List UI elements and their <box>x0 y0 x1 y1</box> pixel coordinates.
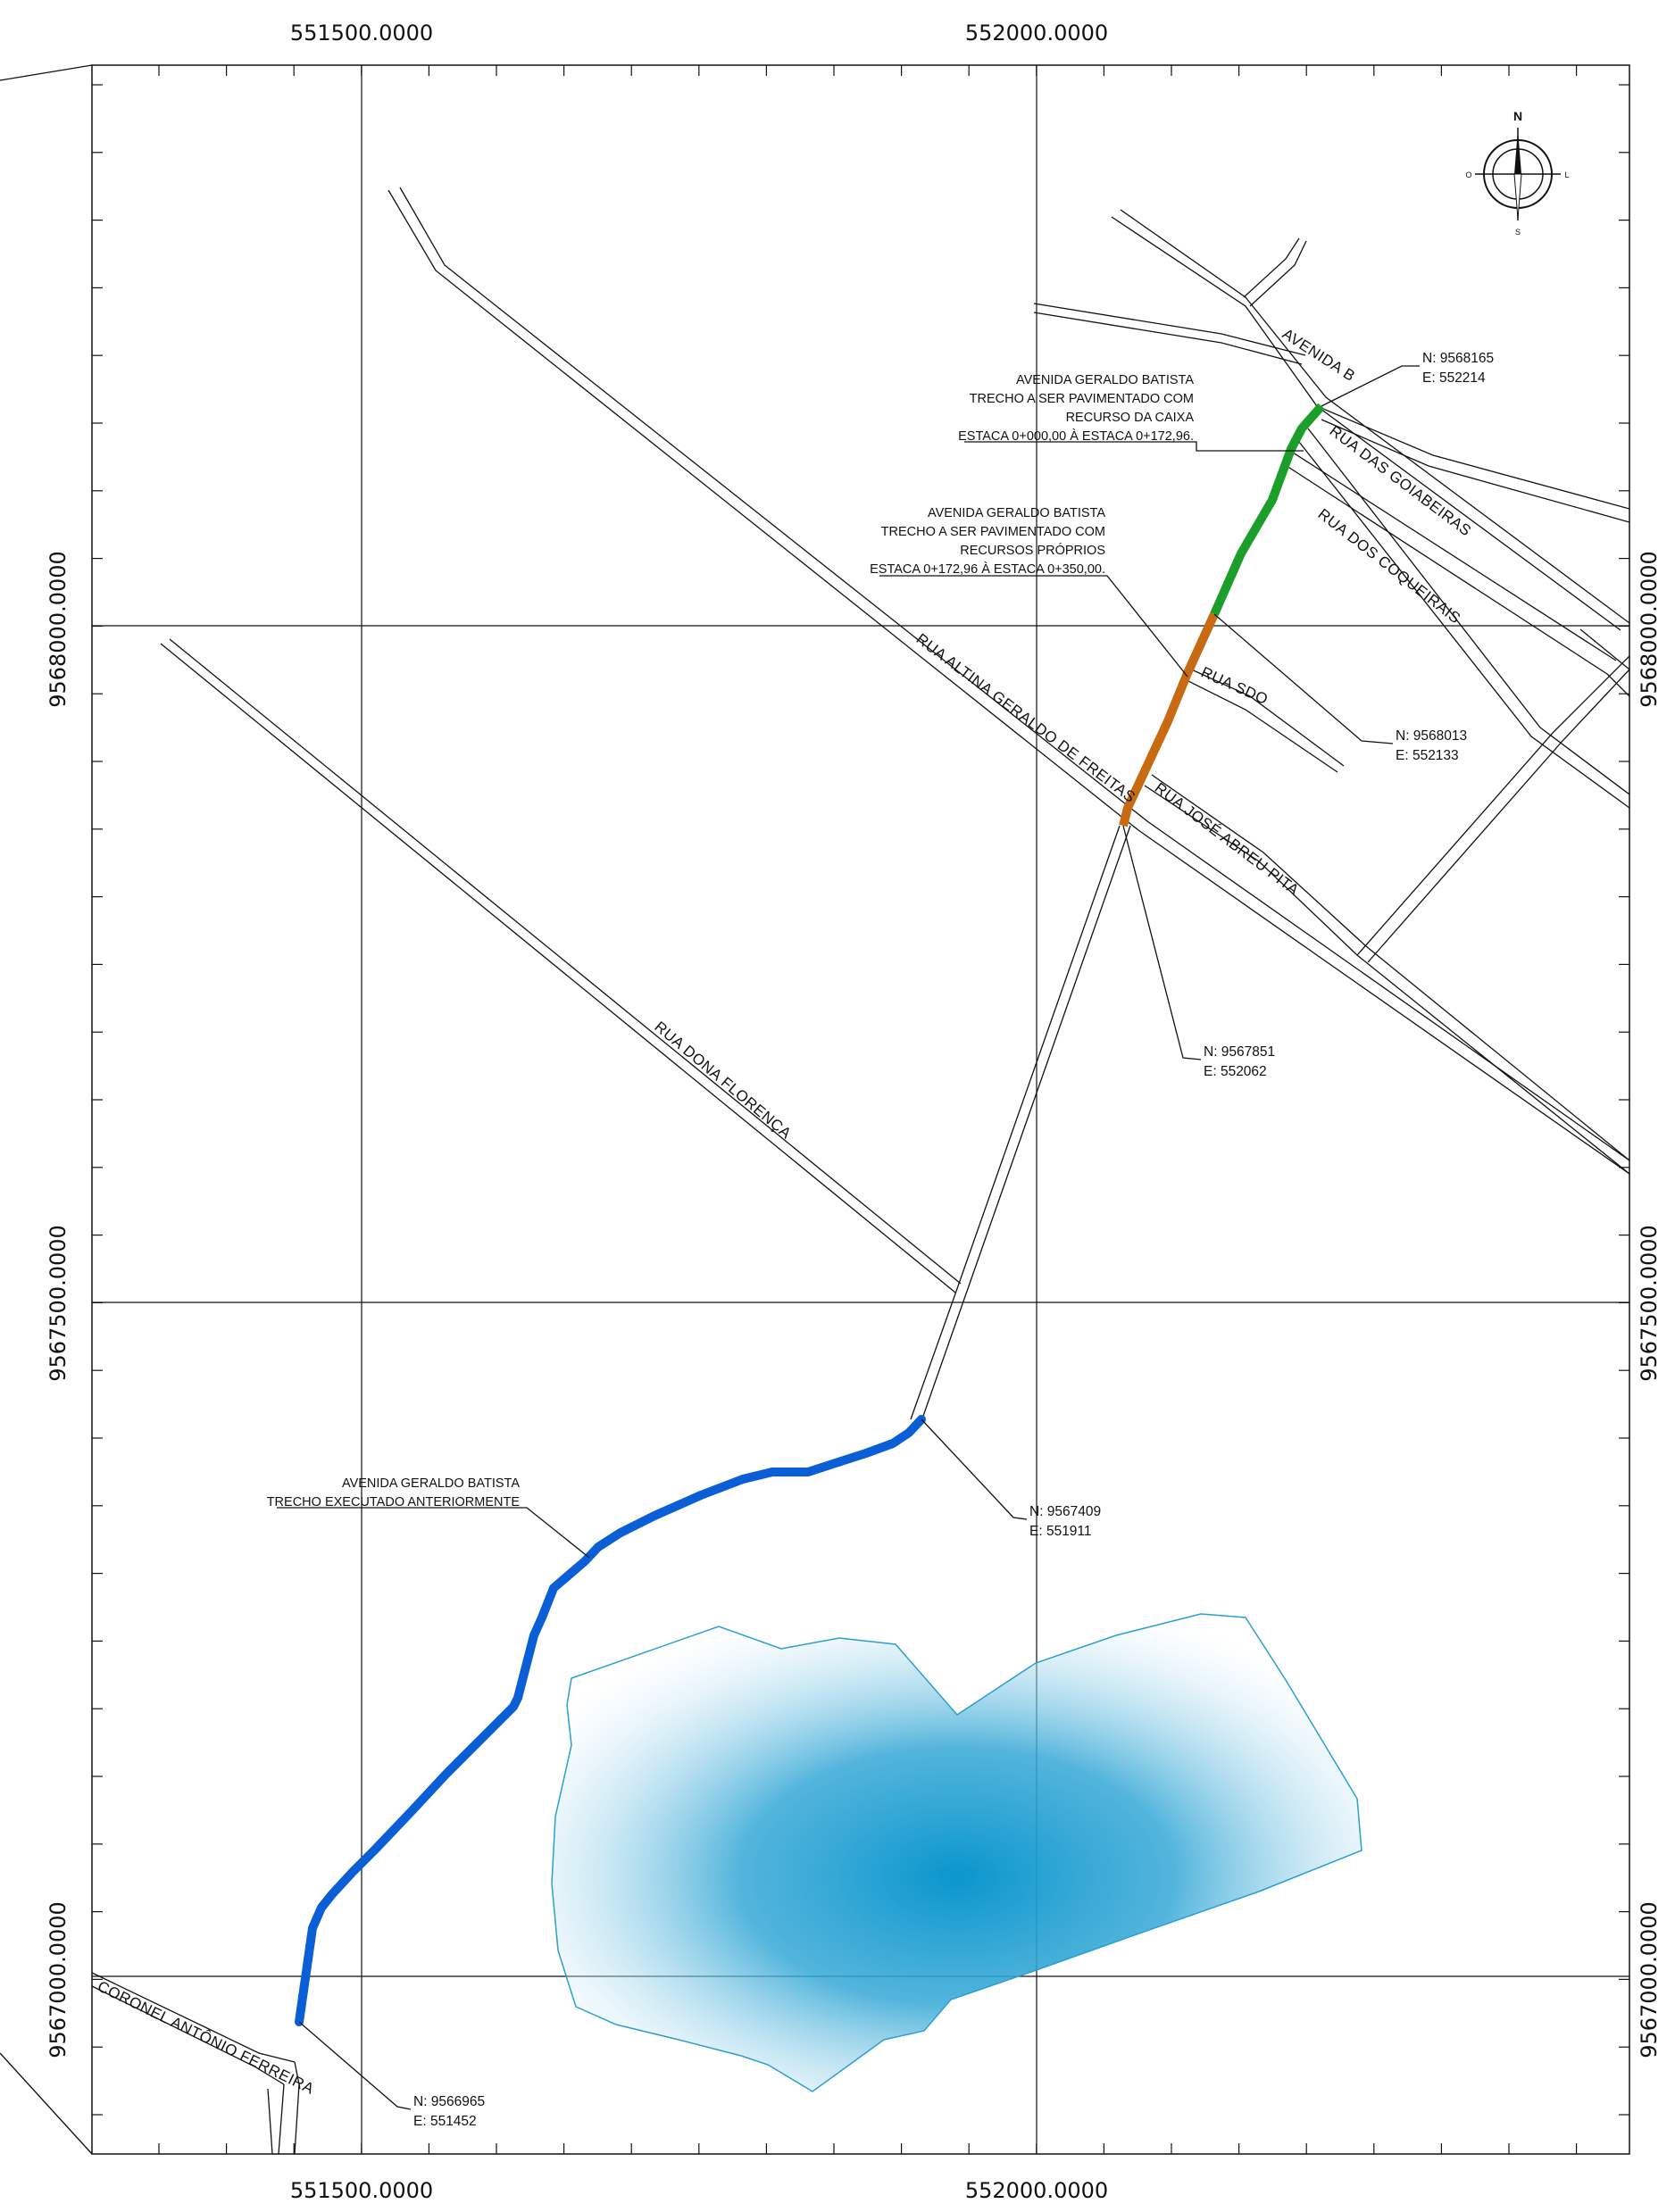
note-executado-line-1: AVENIDA GERALDO BATISTA <box>342 1476 520 1491</box>
street-sdo: RUA SDO <box>1198 663 1271 708</box>
street-altina: RUA ALTINA GERALDO DE FREITAS <box>913 630 1139 806</box>
point-p1-north: N: 9568165 <box>1422 351 1494 366</box>
y-label-right-mid: 9567500.0000 <box>1637 1225 1662 1382</box>
note-proprios: AVENIDA GERALDO BATISTA TRECHO A SER PAV… <box>870 506 1105 577</box>
note-proprios-line-3: RECURSOS PRÓPRIOS <box>960 543 1105 558</box>
note-caixa-line-4: ESTACA 0+000,00 À ESTACA 0+172,96. <box>958 428 1194 444</box>
x-label-top-left: 551500.0000 <box>290 21 433 46</box>
street-coronel: CORONEL ANTÔNIO FERREIRA <box>95 1978 317 2098</box>
compass-e: L <box>1564 170 1569 179</box>
segment-executed <box>295 1415 926 2026</box>
street-avenida-b: AVENIDA B <box>1279 325 1358 385</box>
road-network <box>92 187 1629 2154</box>
street-dona-florenca: RUA DONA FLORENÇA <box>651 1019 795 1143</box>
x-label-top-right: 552000.0000 <box>965 21 1108 46</box>
point-p4-east: E: 551911 <box>1029 1524 1092 1539</box>
point-p1: N: 9568165 E: 552214 <box>1422 351 1494 386</box>
lake-area <box>551 1613 1362 2092</box>
x-label-bottom-left: 551500.0000 <box>290 2178 433 2203</box>
note-proprios-line-1: AVENIDA GERALDO BATISTA <box>928 506 1105 520</box>
compass-w: O <box>1465 170 1471 179</box>
compass-s: S <box>1515 228 1521 237</box>
leader-lines <box>277 365 1420 2110</box>
segment-proprios <box>1119 611 1219 827</box>
map-frame <box>91 64 1630 2155</box>
point-p1-east: E: 552214 <box>1422 370 1486 386</box>
compass-n: N <box>1513 109 1522 123</box>
note-proprios-line-4: ESTACA 0+172,96 À ESTACA 0+350,00. <box>870 561 1105 577</box>
point-p3-north: N: 9567851 <box>1204 1044 1275 1060</box>
note-executado-line-2: TRECHO EXECUTADO ANTERIORMENTE <box>267 1495 521 1509</box>
point-p2: N: 9568013 E: 552133 <box>1396 728 1467 763</box>
point-p5: N: 9566965 E: 551452 <box>413 2094 485 2129</box>
y-label-left-bottom: 9567000.0000 <box>46 1901 71 2058</box>
note-caixa-line-1: AVENIDA GERALDO BATISTA <box>1016 373 1194 387</box>
segment-caixa <box>1210 403 1325 617</box>
point-p2-east: E: 552133 <box>1396 748 1459 763</box>
grid-labels: 551500.0000 552000.0000 551500.0000 5520… <box>46 21 1662 2203</box>
point-p4: N: 9567409 E: 551911 <box>1029 1504 1101 1539</box>
point-p3-east: E: 552062 <box>1204 1064 1267 1079</box>
note-proprios-line-2: TRECHO A SER PAVIMENTADO COM <box>881 525 1105 539</box>
point-p5-north: N: 9566965 <box>413 2094 485 2109</box>
note-caixa-line-3: RECURSO DA CAIXA <box>1066 411 1195 425</box>
north-arrow-icon: N S L O <box>1465 109 1569 237</box>
note-executado: AVENIDA GERALDO BATISTA TRECHO EXECUTADO… <box>267 1476 521 1509</box>
note-caixa: AVENIDA GERALDO BATISTA TRECHO A SER PAV… <box>958 373 1194 444</box>
point-p3: N: 9567851 E: 552062 <box>1204 1044 1275 1079</box>
y-label-right-top: 9568000.0000 <box>1637 551 1662 708</box>
sheet-border <box>0 64 93 2155</box>
frame-ticks <box>92 65 1629 2154</box>
x-label-bottom-right: 552000.0000 <box>965 2178 1108 2203</box>
point-p4-north: N: 9567409 <box>1029 1504 1101 1519</box>
y-label-right-bottom: 9567000.0000 <box>1637 1901 1662 2058</box>
point-p2-north: N: 9568013 <box>1396 728 1467 744</box>
note-caixa-line-2: TRECHO A SER PAVIMENTADO COM <box>970 392 1194 406</box>
street-jose-abreu: RUA JOSÉ ABREU PITA <box>1152 779 1303 899</box>
y-label-left-top: 9568000.0000 <box>46 551 71 708</box>
point-p5-east: E: 551452 <box>413 2114 477 2129</box>
y-label-left-mid: 9567500.0000 <box>46 1225 71 1382</box>
